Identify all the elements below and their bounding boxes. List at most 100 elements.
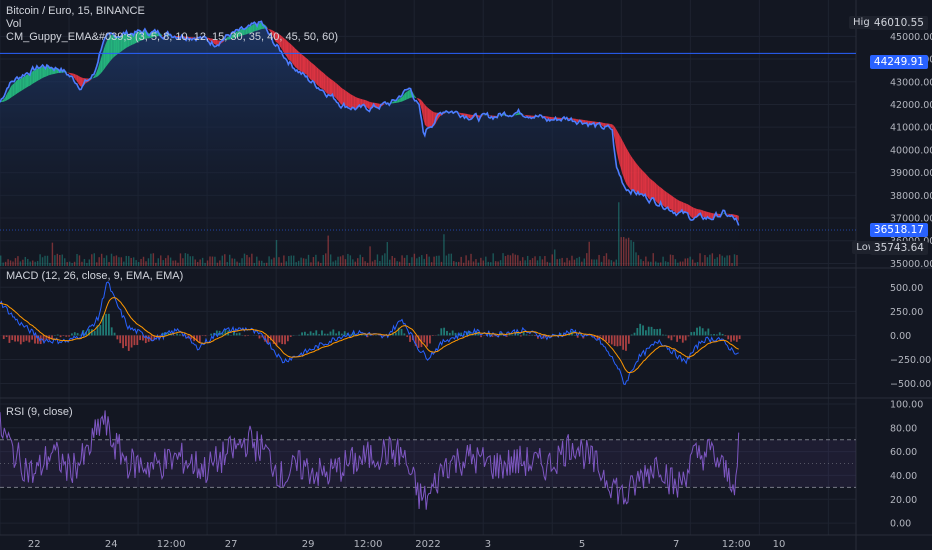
macd-hist-bar — [224, 329, 227, 336]
guppy-segment — [404, 92, 407, 101]
volume-bar — [689, 256, 691, 266]
guppy-segment — [79, 76, 81, 87]
macd-hist-bar — [28, 335, 31, 343]
volume-bar — [672, 255, 674, 266]
symbol-legend[interactable]: Bitcoin / Euro, 15, BINANCE — [6, 5, 145, 17]
volume-bar — [581, 261, 583, 266]
guppy-segment — [687, 204, 690, 215]
macd-tick-label: 250.00 — [890, 307, 923, 318]
volume-bar — [29, 261, 31, 266]
volume-bar — [418, 256, 421, 266]
guppy-segment — [252, 23, 255, 32]
volume-bar — [728, 255, 731, 266]
guppy-segment — [125, 33, 127, 49]
guppy-segment — [649, 177, 651, 200]
guppy-segment — [328, 77, 330, 95]
guppy-segment — [322, 72, 324, 90]
time-tick-label: 10 — [773, 539, 786, 550]
guppy-segment — [660, 187, 663, 205]
volume-bar — [694, 262, 696, 266]
guppy-segment — [659, 186, 661, 205]
guppy-segment — [46, 66, 49, 77]
macd-hist-bar — [480, 335, 482, 338]
volume-bar — [167, 255, 169, 266]
macd-hist-bar — [505, 335, 508, 337]
volume-bar — [34, 261, 36, 266]
guppy-segment — [274, 31, 276, 42]
volume-bar — [317, 261, 320, 266]
volume-bar — [17, 256, 19, 266]
guppy-segment — [392, 101, 394, 104]
volume-bar — [482, 260, 485, 266]
macd-hist-bar — [596, 335, 599, 340]
volume-bar — [226, 261, 228, 266]
volume-bar — [701, 262, 704, 266]
guppy-segment — [734, 214, 736, 218]
guppy-segment — [225, 37, 228, 41]
volume-bar — [290, 255, 292, 266]
macd-hist-bar — [451, 330, 454, 336]
macd-hist-bar — [670, 335, 673, 341]
volume-bar — [487, 261, 489, 266]
macd-hist-bar — [619, 335, 622, 346]
volume-bar — [182, 258, 184, 266]
guppy-segment — [393, 101, 395, 104]
price-legend: Bitcoin / Euro, 15, BINANCE Vol CM_Guppy… — [6, 5, 338, 44]
volume-bar — [458, 261, 460, 266]
volume-bar — [268, 256, 270, 266]
volume-bar — [216, 262, 219, 266]
macd-hist-bar — [494, 335, 497, 337]
volume-bar — [541, 259, 544, 266]
volume-bar — [155, 262, 157, 266]
macd-hist-bar — [352, 332, 355, 336]
macd-hist-bar — [110, 327, 113, 336]
volume-bar — [529, 259, 531, 266]
macd-hist-bar — [170, 334, 173, 336]
guppy-segment — [349, 93, 351, 109]
guppy-segment — [356, 97, 358, 109]
volume-bar — [140, 258, 142, 266]
guppy-segment — [639, 167, 641, 194]
volume-bar — [603, 255, 605, 266]
volume-bar — [300, 257, 302, 266]
guppy-segment — [340, 87, 343, 105]
volume-bar — [711, 253, 714, 266]
volume-bar — [275, 239, 278, 266]
signal-line — [0, 297, 739, 374]
guppy-legend[interactable]: CM_Guppy_EMA&#039;s (3, 5, 8, 10, 12, 15… — [6, 31, 339, 43]
macd-hist-bar — [724, 335, 727, 337]
guppy-segment — [426, 106, 428, 127]
macd-hist-bar — [269, 335, 272, 341]
macd-hist-bar — [147, 335, 150, 342]
guppy-segment — [377, 103, 380, 108]
guppy-segment — [527, 115, 529, 117]
vol-legend[interactable]: Vol — [6, 18, 22, 30]
guppy-segment — [460, 112, 462, 116]
macd-hist-bar — [519, 335, 522, 337]
rsi-legend[interactable]: RSI (9, close) — [6, 406, 73, 418]
guppy-segment — [686, 203, 688, 213]
macd-hist-bar — [684, 335, 687, 341]
macd-legend[interactable]: MACD (12, 26, close, 9, EMA, EMA) — [6, 270, 184, 282]
macd-hist-bar — [713, 334, 715, 336]
guppy-segment — [394, 100, 397, 104]
guppy-segment — [122, 34, 124, 51]
volume-bar — [480, 257, 482, 266]
guppy-segment — [326, 75, 329, 94]
guppy-segment — [71, 73, 73, 76]
volume-bar — [524, 260, 526, 266]
volume-bar — [413, 253, 416, 266]
volume-bar — [46, 255, 49, 266]
time-tick-label: 24 — [105, 539, 118, 550]
volume-bar — [162, 260, 164, 266]
macd-hist-bar — [630, 334, 633, 336]
guppy-segment — [143, 30, 145, 40]
guppy-segment — [723, 212, 725, 214]
guppy-segment — [383, 103, 385, 105]
guppy-segment — [282, 36, 285, 54]
volume-bar — [411, 257, 413, 266]
volume-bar — [233, 258, 236, 266]
guppy-segment — [272, 30, 275, 40]
guppy-segment — [294, 47, 296, 68]
